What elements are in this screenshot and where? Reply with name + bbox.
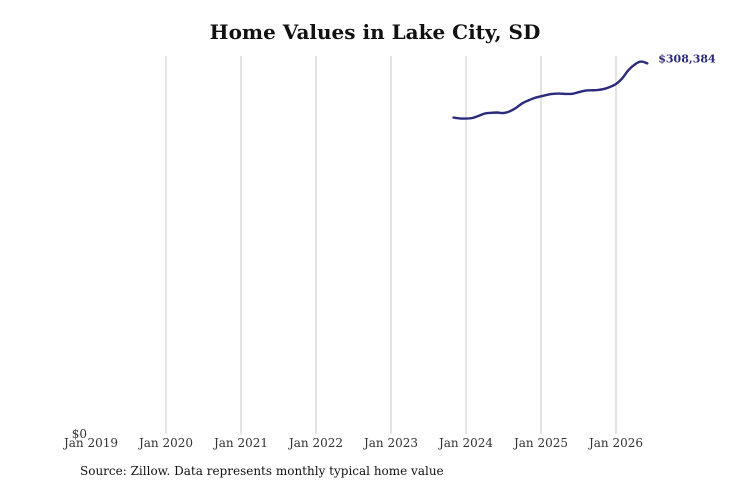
x-tick-label: Jan 2021 [212,436,268,450]
x-tick-label: Jan 2020 [137,436,193,450]
y-tick-label: $0 [72,427,87,441]
x-tick-label: Jan 2022 [287,436,343,450]
source-note: Source: Zillow. Data represents monthly … [80,464,444,478]
x-tick-label: Jan 2019 [62,436,118,450]
x-tick-label: Jan 2023 [362,436,418,450]
grid-lines [165,56,617,434]
chart-title: Home Values in Lake City, SD [209,20,541,44]
x-tick-label: Jan 2026 [587,436,643,450]
end-value-label: $308,384 [658,53,716,66]
x-axis-ticks: Jan 2019 Jan 2020 Jan 2021 Jan 2022 Jan 2023… [62,436,643,450]
series-line [452,60,649,120]
x-tick-label: Jan 2024 [437,436,493,450]
y-axis-ticks: $0 [72,427,87,441]
x-tick-label: Jan 2025 [512,436,568,450]
